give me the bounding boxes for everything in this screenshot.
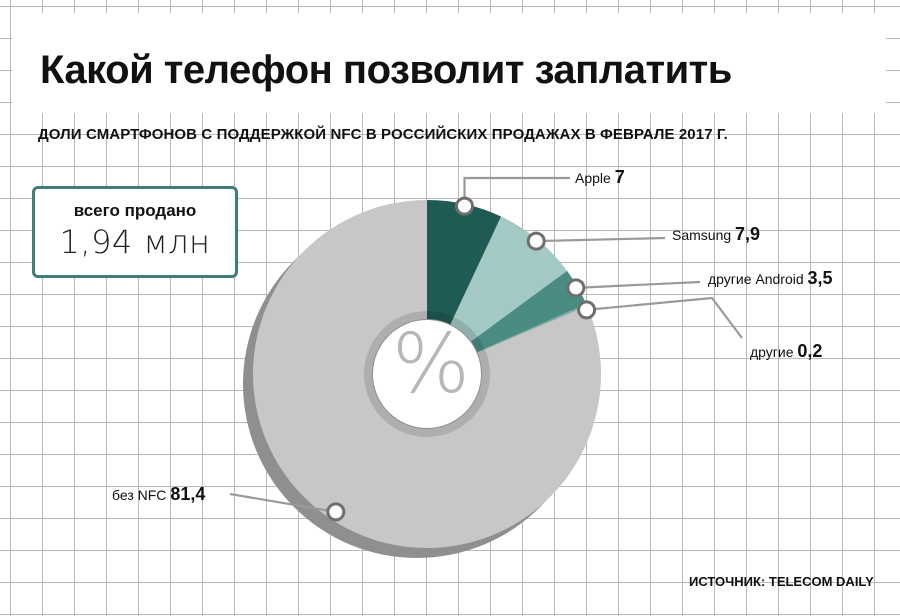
title-panel: [12, 13, 886, 113]
marker-другие: [577, 300, 597, 320]
label-name-другие-android: другие Android: [708, 271, 808, 287]
slice-inner-shade-другие: [477, 348, 485, 353]
leader-lines: [229, 176, 743, 522]
label-value-samsung: 7,9: [735, 224, 760, 244]
label-другие-android: другие Android 3,5: [708, 268, 833, 288]
slice-другие: [477, 303, 588, 353]
leader-line-apple: [463, 176, 570, 207]
leader-line-без-nfc: [229, 492, 336, 513]
donut-hole: [373, 320, 481, 428]
label-name-другие: другие: [750, 344, 797, 360]
page-title: Какой телефон позволит заплатить: [40, 48, 732, 92]
label-name-без-nfc: без NFC: [112, 487, 170, 503]
leader-line-другие-android: [575, 280, 701, 289]
label-value-без-nfc: 81,4: [170, 484, 205, 504]
slice-без-nfc: [253, 200, 602, 548]
total-sold-value: 1,94 млн: [59, 223, 211, 261]
label-value-apple: 7: [615, 167, 625, 187]
label-value-другие: 0,2: [797, 341, 822, 361]
marker-samsung: [526, 231, 546, 251]
total-sold-box: всего продано 1,94 млн: [32, 186, 238, 278]
label-без-nfc: без NFC 81,4: [112, 484, 205, 504]
marker-другие-android: [566, 278, 586, 298]
label-value-другие-android: 3,5: [808, 268, 833, 288]
slice-inner-shade-samsung: [450, 317, 478, 342]
label-apple: Apple 7: [575, 167, 625, 187]
slice-inner-shade-другие-android: [471, 336, 485, 352]
label-samsung: Samsung 7,9: [672, 224, 760, 244]
leader-line-samsung: [536, 236, 666, 243]
slice-apple: [427, 200, 502, 325]
total-sold-label: всего продано: [73, 201, 197, 220]
slice-inner-shade-apple: [427, 311, 454, 325]
percent-symbol: %: [392, 317, 470, 412]
label-name-samsung: Samsung: [672, 227, 735, 243]
leader-line-другие: [586, 296, 743, 339]
source-note: ИСТОЧНИК: TELECOM DAILY: [689, 574, 874, 589]
marker-apple: [455, 196, 475, 216]
label-другие: другие 0,2: [750, 341, 822, 361]
label-name-apple: Apple: [575, 170, 615, 186]
chart-subtitle: ДОЛИ СМАРТФОНОВ С ПОДДЕРЖКОЙ NFC В РОССИ…: [38, 126, 728, 143]
marker-без-nfc: [326, 502, 346, 522]
slice-другие-android: [471, 270, 587, 352]
